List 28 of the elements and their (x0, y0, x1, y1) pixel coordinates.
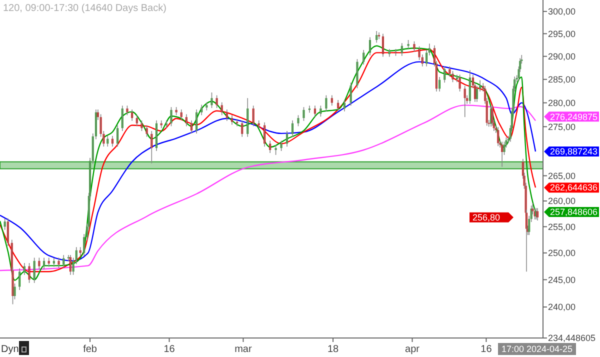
y-tick-label: 300,00 (548, 6, 576, 17)
data-label: 257,848606 (550, 207, 598, 218)
x-tick-label: mar (234, 344, 252, 355)
y-tick-label: 295,00 (548, 28, 576, 39)
x-tick-label: apr (405, 344, 420, 355)
y-tick-label: 250,00 (548, 248, 576, 258)
text: Dyn (1, 344, 19, 355)
y-tick-label: 285,00 (548, 74, 576, 85)
line-series (0, 104, 536, 272)
data-label: 269,887243 (550, 146, 598, 157)
y-tick-label: 275,00 (548, 122, 576, 132)
y-tick-label: 255,00 (548, 222, 576, 232)
y-tick-label: 245,00 (548, 274, 576, 285)
y-tick-label: 234,448605 (548, 333, 596, 344)
data-label: 276,249875 (550, 112, 598, 122)
text: 17:00 2024-04-25 (501, 344, 573, 354)
y-tick-label: 260,00 (548, 196, 576, 206)
y-tick-label: 265,00 (548, 170, 576, 181)
x-tick-label: feb (83, 344, 98, 355)
y-tick-label: 280,00 (548, 98, 576, 108)
annotation: 256,80 (472, 212, 500, 223)
y-tick-label: 290,00 (548, 51, 576, 62)
x-tick-label: 18 (327, 344, 340, 355)
data-label: 262,644636 (550, 182, 598, 193)
x-tick-label: 16 (480, 344, 492, 355)
x-tick-label: 16 (164, 344, 176, 355)
chart-title: 120, 09:00-17:30 (14640 Days Back) (3, 3, 166, 14)
y-tick-label: 240,00 (548, 302, 576, 312)
